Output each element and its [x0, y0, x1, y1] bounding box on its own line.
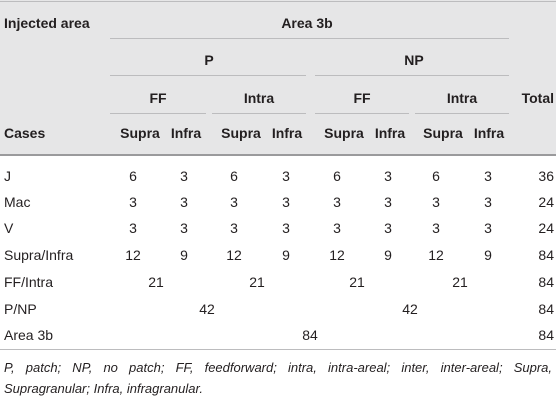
cell: 9: [484, 247, 492, 263]
header-bottom-rule: [0, 154, 556, 156]
cell-total: 84: [538, 274, 554, 290]
header-p: P: [204, 52, 214, 68]
row-label-j: J: [4, 168, 11, 184]
header-supra-2: Supra: [221, 125, 261, 141]
row-label-p-np: P/NP: [4, 301, 37, 317]
header-area-3b: Area 3b: [281, 15, 333, 31]
header-supra-3: Supra: [324, 125, 364, 141]
row-label-area-3b: Area 3b: [4, 327, 54, 343]
header-background: [0, 0, 556, 154]
cell: 3: [180, 194, 188, 210]
header-infra-3: Infra: [374, 125, 406, 141]
header-injected-area: Injected area: [4, 15, 90, 31]
cell: 12: [226, 247, 242, 263]
table-bottom-rule: [0, 349, 556, 350]
cell: 6: [432, 168, 440, 184]
header-ff-p: FF: [149, 90, 167, 106]
cell: 9: [282, 247, 290, 263]
cell: 3: [384, 168, 392, 184]
cell: 9: [180, 247, 188, 263]
intra-np-rule: [415, 113, 509, 114]
cell: 3: [230, 194, 238, 210]
cell: 3: [129, 220, 137, 236]
cell: 12: [329, 247, 345, 263]
cell: 3: [384, 220, 392, 236]
cell-total: 36: [538, 168, 554, 184]
cell-total: 84: [538, 301, 554, 317]
cell: 3: [230, 220, 238, 236]
cell: 42: [402, 301, 418, 317]
cell: 6: [333, 168, 341, 184]
cell: 3: [432, 194, 440, 210]
header-intra-np: Intra: [446, 90, 478, 106]
cell: 9: [384, 247, 392, 263]
cell: 21: [148, 274, 164, 290]
cell-total: 84: [538, 327, 554, 343]
cell: 3: [432, 220, 440, 236]
cell: 3: [333, 220, 341, 236]
cell: 6: [129, 168, 137, 184]
p-rule: [110, 75, 306, 76]
intra-p-rule: [212, 113, 306, 114]
header-total: Total: [521, 90, 554, 106]
ff-np-rule: [315, 113, 409, 114]
cell: 3: [384, 194, 392, 210]
header-np: NP: [404, 52, 424, 68]
table-footnote: P, patch; NP, no patch; FF, feedforward;…: [4, 360, 552, 396]
cell: 3: [180, 168, 188, 184]
header-cases: Cases: [4, 125, 46, 141]
header-infra-4: Infra: [473, 125, 505, 141]
top-rule: [0, 1, 556, 2]
row-label-ff-intra: FF/Intra: [4, 274, 54, 290]
np-rule: [315, 75, 509, 76]
header-ff-np: FF: [353, 90, 371, 106]
area-rule: [110, 38, 509, 39]
cell: 3: [484, 168, 492, 184]
row-label-mac: Mac: [4, 194, 31, 210]
cell: 3: [333, 194, 341, 210]
cell: 12: [428, 247, 444, 263]
cell-total: 24: [538, 194, 554, 210]
cell: 21: [249, 274, 265, 290]
cell: 42: [199, 301, 215, 317]
header-infra-1: Infra: [170, 125, 202, 141]
cell: 3: [484, 194, 492, 210]
cell-total: 24: [538, 220, 554, 236]
cell: 3: [282, 194, 290, 210]
cell: 21: [349, 274, 365, 290]
cell: 6: [230, 168, 238, 184]
cell: 3: [282, 220, 290, 236]
cell: 12: [125, 247, 141, 263]
header-supra-4: Supra: [423, 125, 463, 141]
cell: 21: [452, 274, 468, 290]
cell: 3: [129, 194, 137, 210]
cell: 84: [302, 327, 318, 343]
header-infra-2: Infra: [271, 125, 303, 141]
ff-p-rule: [110, 113, 206, 114]
row-label-supra-infra: Supra/Infra: [4, 247, 74, 263]
header-supra-1: Supra: [120, 125, 160, 141]
header-intra-p: Intra: [243, 90, 275, 106]
row-label-v: V: [4, 220, 14, 236]
cell: 3: [180, 220, 188, 236]
cell: 3: [282, 168, 290, 184]
cell-total: 84: [538, 247, 554, 263]
cell: 3: [484, 220, 492, 236]
